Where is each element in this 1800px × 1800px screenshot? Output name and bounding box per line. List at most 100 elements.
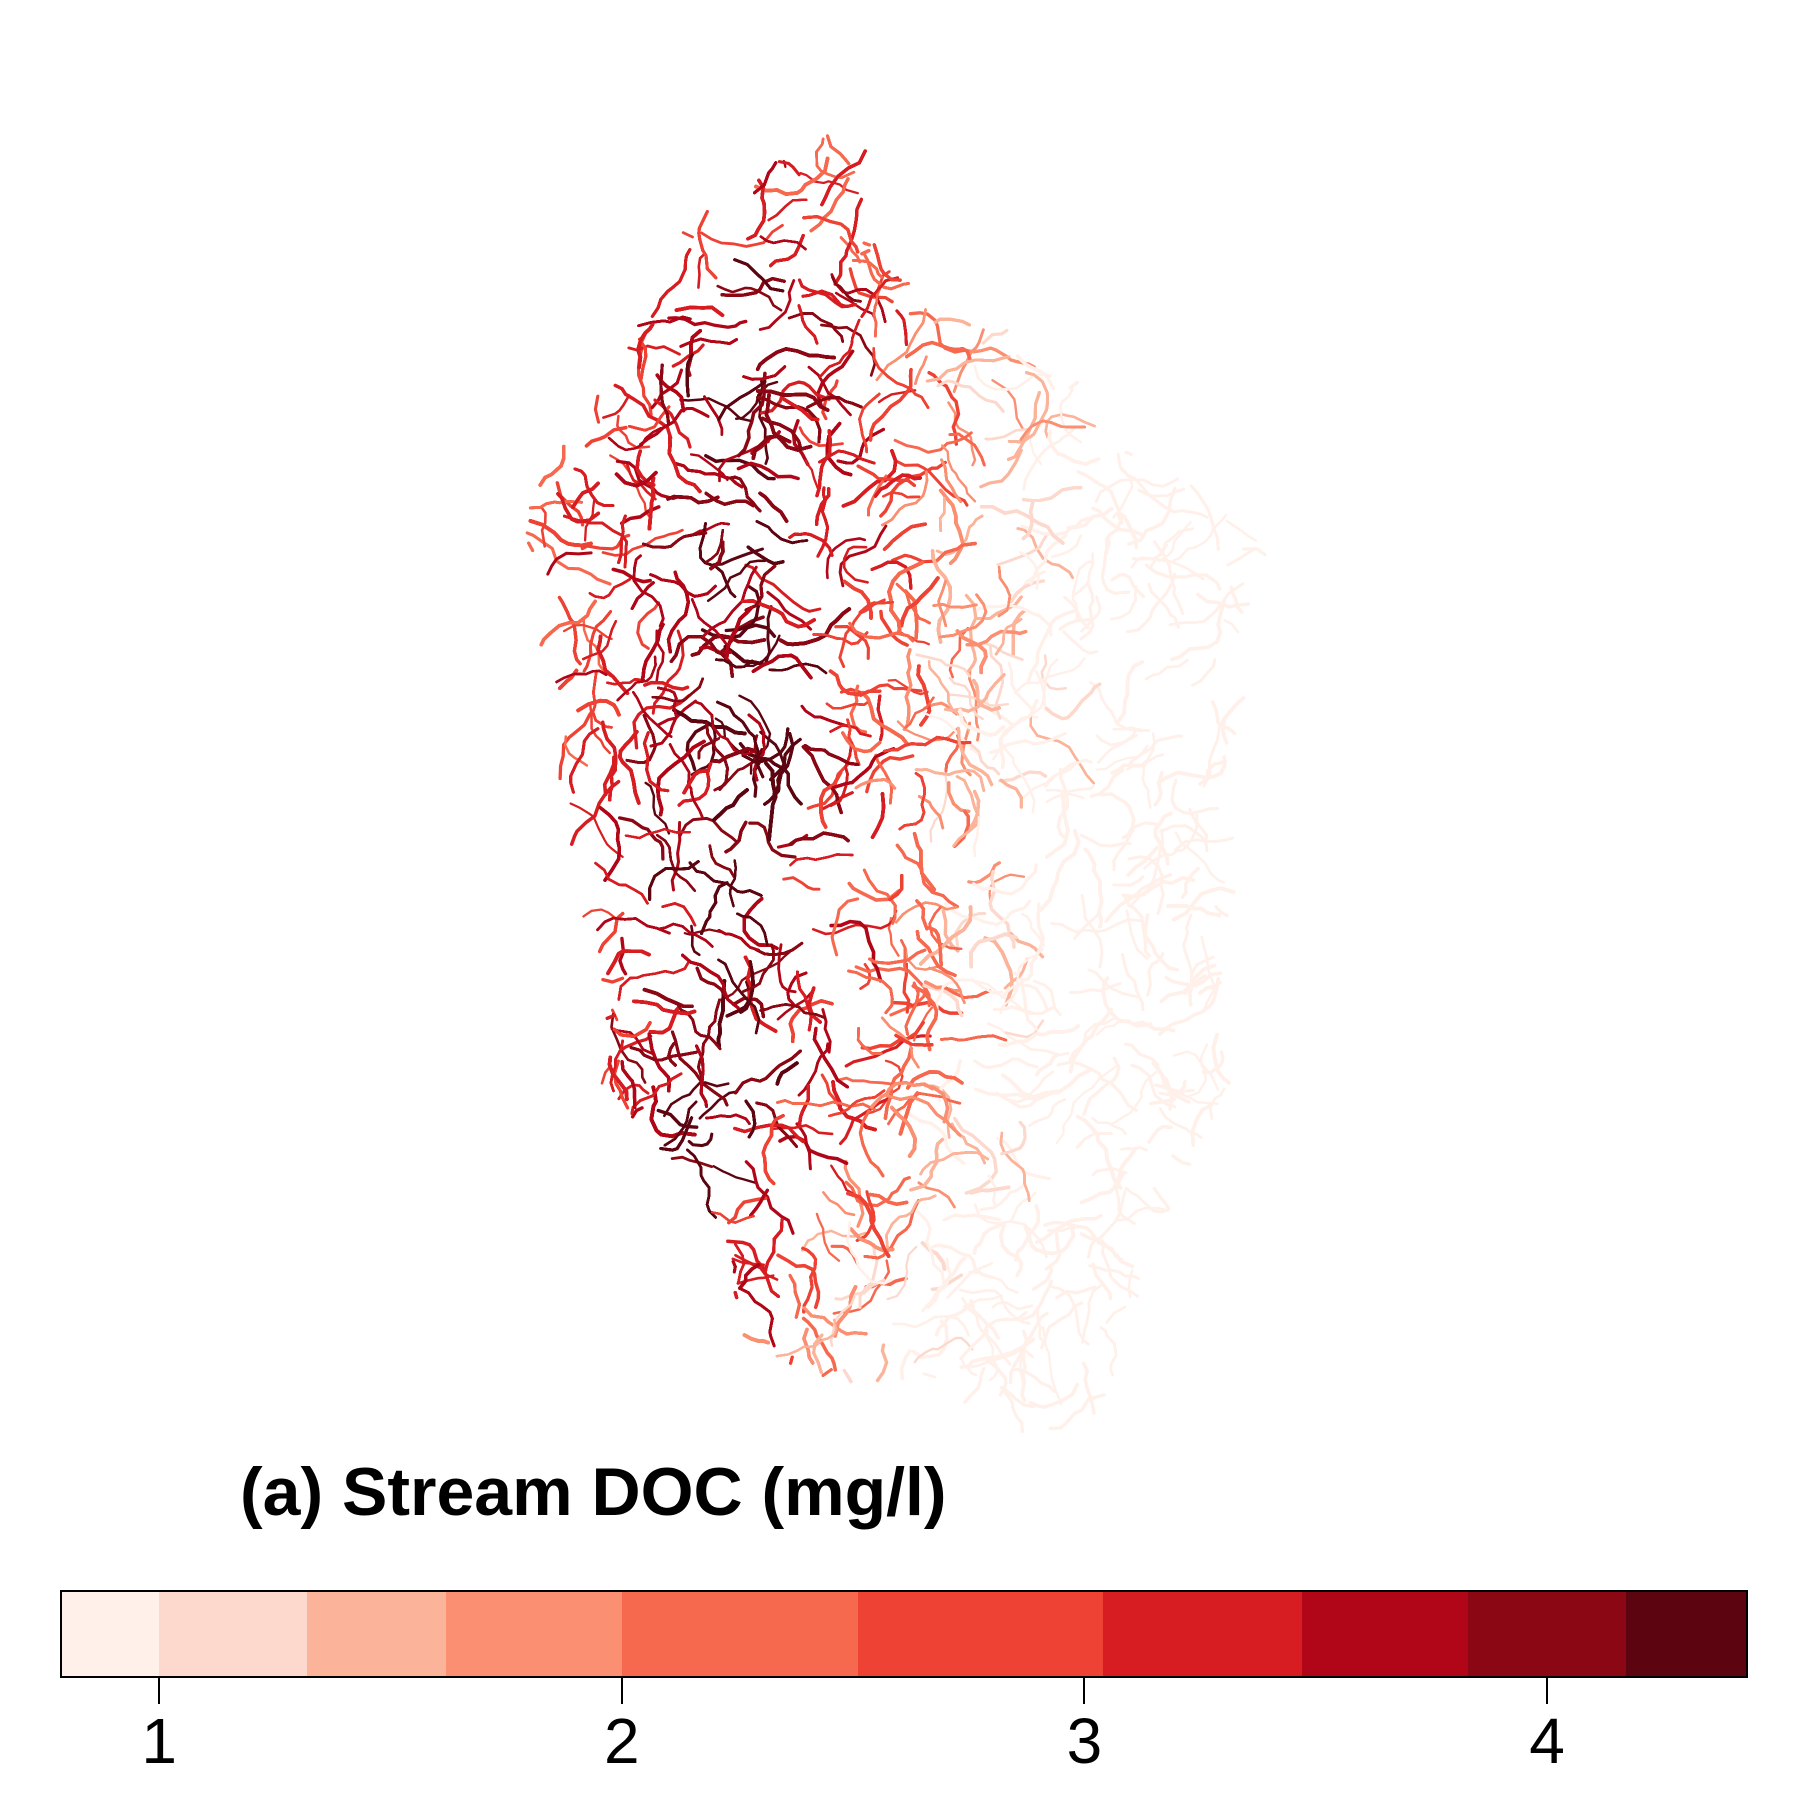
stream-segment (1115, 1206, 1168, 1222)
stream-segment (1170, 778, 1219, 816)
stream-segment (632, 554, 665, 628)
stream-segment (781, 397, 820, 422)
stream-segment (972, 863, 1038, 896)
stream-segment (807, 366, 852, 416)
stream-segment (913, 1336, 974, 1364)
stream-segment (821, 379, 839, 421)
stream-segment (888, 874, 904, 902)
stream-segment (1091, 1117, 1127, 1135)
stream-segment (728, 475, 762, 513)
stream-segment (941, 444, 977, 503)
stream-segment (687, 1132, 714, 1148)
stream-segment (819, 318, 861, 378)
stream-segment (1101, 976, 1153, 1028)
stream-segment (700, 881, 729, 935)
stream-segment (671, 343, 705, 368)
stream-segment (734, 1049, 802, 1095)
stream-segment (616, 655, 657, 702)
stream-segment (557, 595, 582, 666)
stream-segment (999, 778, 1023, 809)
stream-segment (625, 714, 657, 764)
stream-segment (828, 1089, 886, 1118)
stream-segment (1189, 484, 1220, 551)
stream-segment (983, 694, 1016, 728)
stream-segment (1026, 608, 1078, 685)
stream-segment (1101, 976, 1153, 1028)
stream-segment (663, 1081, 730, 1118)
stream-segment (1080, 894, 1104, 969)
stream-segment (844, 1176, 911, 1208)
stream-segment (1011, 1367, 1056, 1393)
stream-segment (598, 806, 622, 882)
stream-segment (1056, 768, 1069, 841)
stream-segment (998, 699, 1039, 769)
stream-segment (1170, 598, 1226, 662)
stream-segment (1189, 484, 1220, 551)
stream-segment (632, 999, 697, 1016)
stream-segment (1040, 1301, 1084, 1350)
stream-segment (651, 677, 704, 703)
stream-segment (979, 505, 1065, 545)
stream-segment (755, 520, 809, 545)
stream-segment (639, 407, 710, 446)
stream-segment (632, 554, 665, 628)
stream-segment (698, 1090, 739, 1120)
stream-segment (690, 722, 717, 777)
stream-segment (573, 467, 615, 507)
stream-segment (855, 1190, 876, 1242)
stream-segment (1226, 547, 1258, 567)
legend-swatch (159, 1592, 308, 1676)
stream-segment (1191, 658, 1217, 687)
legend-tick-label: 4 (1529, 1705, 1565, 1777)
stream-segment (1091, 1117, 1127, 1135)
stream-segment (946, 1262, 994, 1300)
stream-segment (941, 909, 960, 953)
stream-segment (893, 431, 973, 454)
stream-segment (935, 514, 984, 556)
stream-segment (713, 734, 759, 792)
stream-segment (717, 958, 761, 1035)
stream-segment (896, 720, 960, 742)
stream-segment (886, 1245, 918, 1301)
stream-segment (860, 276, 899, 318)
stream-segment (895, 582, 931, 625)
stream-segment (667, 433, 702, 494)
stream-segment (613, 1059, 630, 1110)
stream-segment (838, 1097, 891, 1146)
stream-segment (1201, 1050, 1225, 1075)
stream-segment (1091, 1117, 1127, 1135)
stream-segment (826, 134, 851, 166)
stream-segment (985, 1328, 999, 1382)
stream-segment (1097, 728, 1137, 764)
stream-segment (677, 762, 713, 807)
legend-tick (1546, 1678, 1549, 1704)
stream-segment (624, 827, 691, 840)
color-legend (60, 1590, 1748, 1678)
stream-segment (797, 1042, 830, 1097)
stream-segment (724, 584, 762, 633)
stream-segment (856, 1026, 883, 1055)
stream-segment (915, 653, 971, 678)
stream-segment (678, 816, 739, 845)
stream-segment (815, 137, 856, 179)
stream-segment (829, 919, 883, 983)
stream-segment (881, 470, 929, 527)
stream-segment (766, 590, 813, 631)
stream-segment (914, 355, 928, 385)
stream-segment (1011, 1367, 1056, 1393)
stream-segment (848, 621, 915, 643)
stream-segment (700, 223, 784, 248)
stream-segment (670, 1155, 714, 1169)
stream-segment (712, 547, 764, 567)
stream-segment (846, 1191, 891, 1258)
stream-segment (801, 1246, 818, 1314)
stream-segment (821, 1368, 833, 1377)
stream-segment (942, 1213, 1001, 1222)
stream-segment (1068, 380, 1079, 390)
stream-segment (1038, 829, 1081, 912)
stream-segment (632, 554, 665, 628)
stream-segment (872, 284, 883, 338)
stream-segment (569, 727, 600, 794)
stream-segment (697, 210, 718, 280)
stream-segment (625, 462, 657, 501)
